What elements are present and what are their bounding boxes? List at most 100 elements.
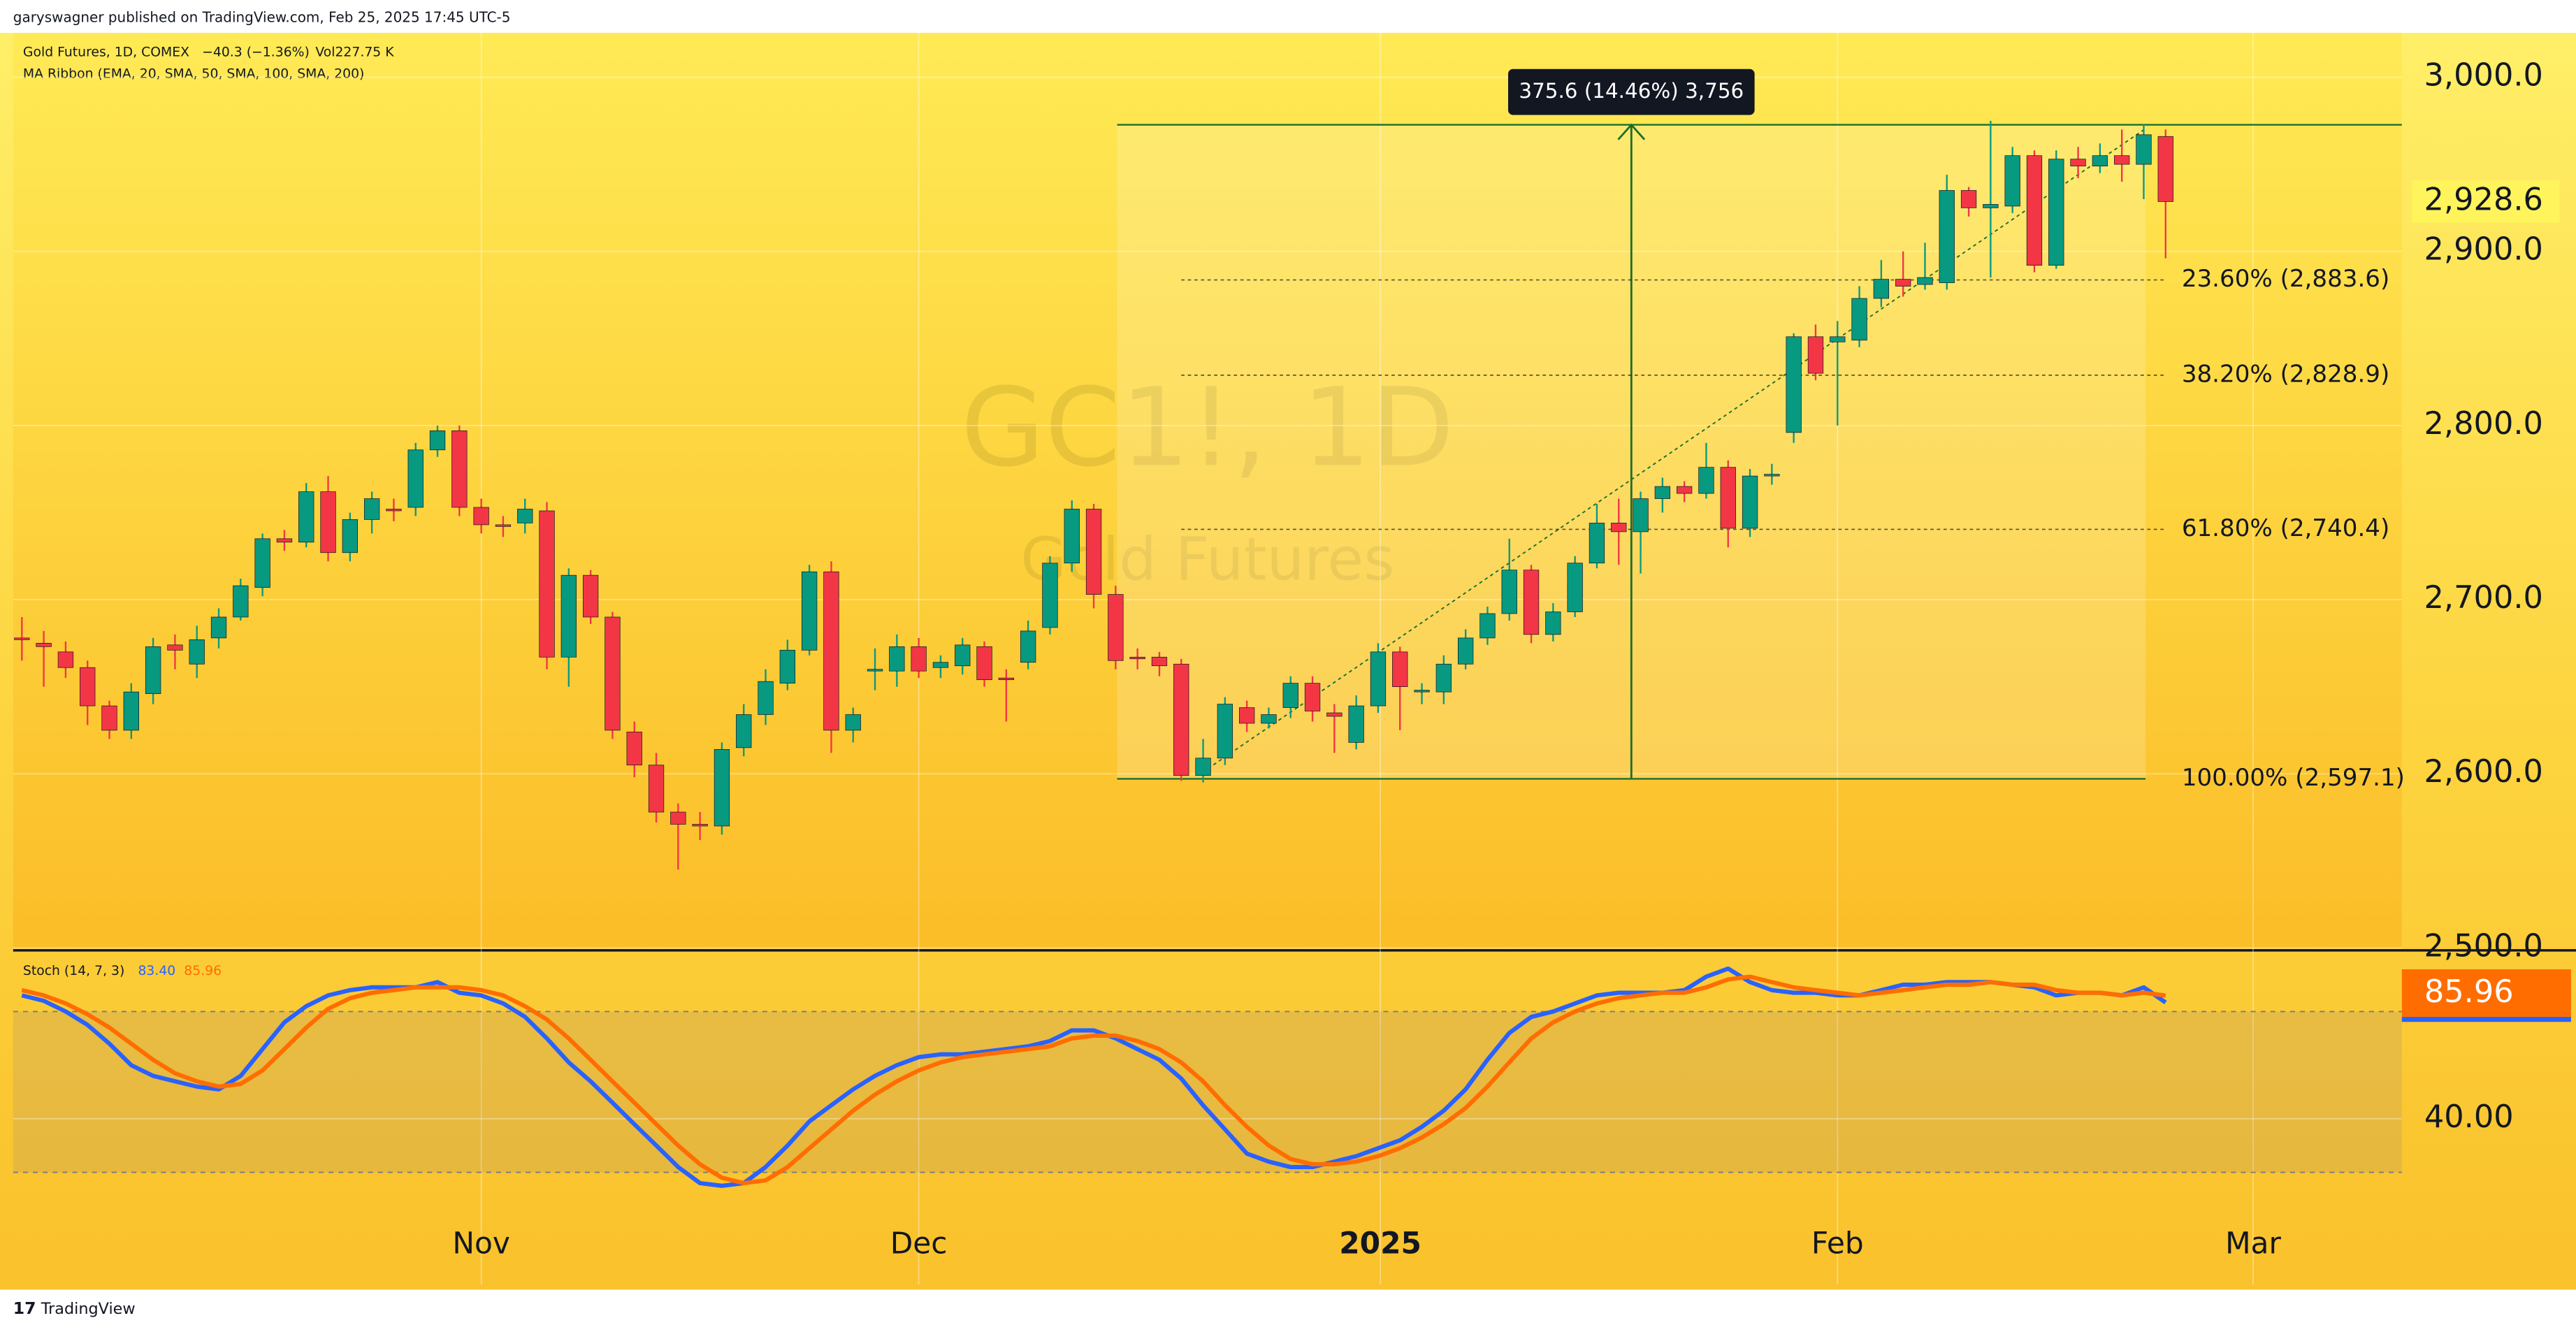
candle-body [1457, 637, 1474, 665]
candle-body [1523, 570, 1540, 635]
candle-body [189, 639, 205, 665]
symbol-change: −40.3 (−1.36%) [202, 45, 310, 60]
candle-body [1545, 611, 1561, 635]
candle-body [495, 524, 512, 527]
candle [1917, 242, 1933, 290]
candle [2114, 129, 2130, 182]
stoch-line [21, 974, 2166, 1186]
candle [1414, 683, 1430, 704]
publish-info: garyswagner published on TradingView.com… [13, 8, 511, 25]
candle [1195, 739, 1211, 783]
candle [1304, 676, 1321, 722]
symbol-info: Gold Futures, 1D, COMEX [23, 45, 189, 60]
y-tick-label: 40.00 [2424, 1099, 2514, 1135]
candle-body [1042, 563, 1058, 628]
fib-label: 23.60% (2,883.6) [2182, 265, 2389, 293]
candle [145, 637, 161, 704]
candle [320, 476, 336, 562]
candle [1807, 324, 1824, 381]
candle-body [1108, 594, 1124, 661]
candle-body [1348, 705, 1364, 743]
candle [451, 425, 468, 516]
stoch-legend-value: 85.96 [184, 964, 222, 978]
candle [779, 639, 796, 690]
candle-body [1129, 656, 1145, 660]
candle-body [1414, 690, 1430, 693]
fib-label: 100.00% (2,597.1) [2182, 764, 2405, 792]
stoch-band [13, 1011, 2402, 1173]
candle [123, 683, 139, 739]
candle [845, 707, 861, 743]
candle [867, 648, 883, 690]
candle [1545, 603, 1561, 642]
candle-body [1217, 704, 1233, 759]
candle-body [429, 430, 446, 451]
candle-body [1567, 563, 1583, 612]
candle [1370, 643, 1387, 714]
candle-body [320, 491, 336, 553]
candle [1457, 629, 1474, 669]
candle-body [1326, 712, 1343, 717]
candle [889, 634, 905, 687]
stoch-legend-value: 83.40 [138, 964, 175, 978]
candle-body [2114, 155, 2130, 165]
measure-arrowhead [1617, 123, 1646, 140]
candle-body [342, 519, 359, 553]
candle [2048, 150, 2064, 269]
candle [1611, 498, 1627, 565]
footer-logo: 𝟭𝟳 TradingView [13, 1298, 136, 1318]
candle-body [36, 642, 52, 647]
fib-label: 38.20% (2,828.9) [2182, 360, 2389, 388]
candle-body [1698, 467, 1714, 494]
indicator-info: MA Ribbon (EMA, 20, SMA, 50, SMA, 100, S… [23, 66, 364, 81]
candle [2157, 129, 2173, 259]
candle-body [1238, 707, 1255, 724]
candle-body [1370, 651, 1387, 707]
candle [254, 533, 270, 597]
candle-body [1742, 475, 1758, 529]
candle-body [2157, 136, 2173, 202]
candle-body [801, 571, 818, 651]
stoch-value-edge [2401, 1017, 2571, 1022]
candle-body [451, 430, 468, 508]
candle [1173, 658, 1189, 781]
candle-body [386, 509, 402, 512]
candle [1501, 538, 1517, 621]
candle-body [276, 538, 293, 543]
candle [758, 669, 774, 725]
candle-body [210, 616, 227, 639]
candle-body [2048, 159, 2064, 266]
candle [2070, 147, 2086, 179]
candle [363, 491, 380, 534]
candle-body [1282, 683, 1298, 708]
candle-body [254, 538, 270, 588]
candle [1939, 175, 1955, 290]
candle [2136, 124, 2152, 199]
stoch-title: Stoch (14, 7, 3) [23, 964, 124, 978]
candle [1129, 648, 1145, 669]
fib-label: 61.80% (2,740.4) [2182, 514, 2389, 542]
candle-body [1807, 336, 1824, 374]
candle-body [145, 646, 161, 694]
candle [1479, 607, 1496, 645]
candle [1085, 504, 1102, 609]
candle [714, 742, 730, 835]
candle [80, 660, 96, 725]
candle-body [1633, 498, 1649, 533]
candle [57, 641, 74, 679]
candle-body [823, 571, 839, 731]
candle-body [539, 510, 555, 658]
candle [976, 641, 992, 687]
candle [1633, 491, 1649, 574]
candle [495, 516, 512, 537]
x-tick-label: Dec [890, 1226, 948, 1260]
candle [1261, 707, 1277, 729]
candle-body [2026, 155, 2043, 266]
x-tick-label: Nov [452, 1226, 510, 1260]
candle-body [779, 649, 796, 684]
candle [1238, 700, 1255, 732]
candle-body [845, 714, 861, 731]
candle [1567, 556, 1583, 617]
stoch-line [21, 966, 2167, 1188]
